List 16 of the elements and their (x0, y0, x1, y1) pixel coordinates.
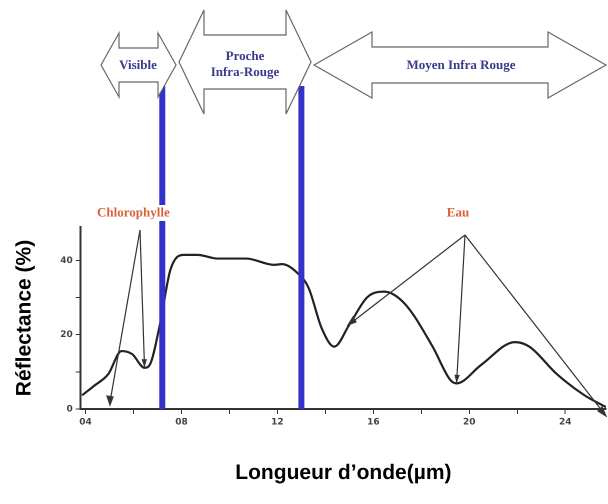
text: Proche Infra-Rouge (210, 48, 280, 80)
x-tick-label: 04 (79, 418, 92, 428)
x-tick-label: 24 (558, 418, 572, 428)
annotation: Eau (446, 204, 470, 220)
text: Visible (118, 57, 158, 73)
y-axis-title: Réflectance (%) (12, 240, 36, 396)
x-axis-title: Longueur d’onde(µm) (235, 461, 452, 484)
x-tick-label: 08 (175, 418, 188, 428)
text: Moyen Infra Rouge (405, 57, 517, 73)
annotation: Chlorophylle (97, 204, 170, 220)
x-tick-label: 20 (463, 418, 476, 428)
y-tick-label: 20 (60, 330, 73, 340)
x-tick-label: 16 (367, 418, 380, 428)
x-tick-label: 12 (271, 418, 284, 428)
y-tick-label: 40 (60, 256, 73, 266)
y-tick-label: 0 (66, 404, 73, 414)
